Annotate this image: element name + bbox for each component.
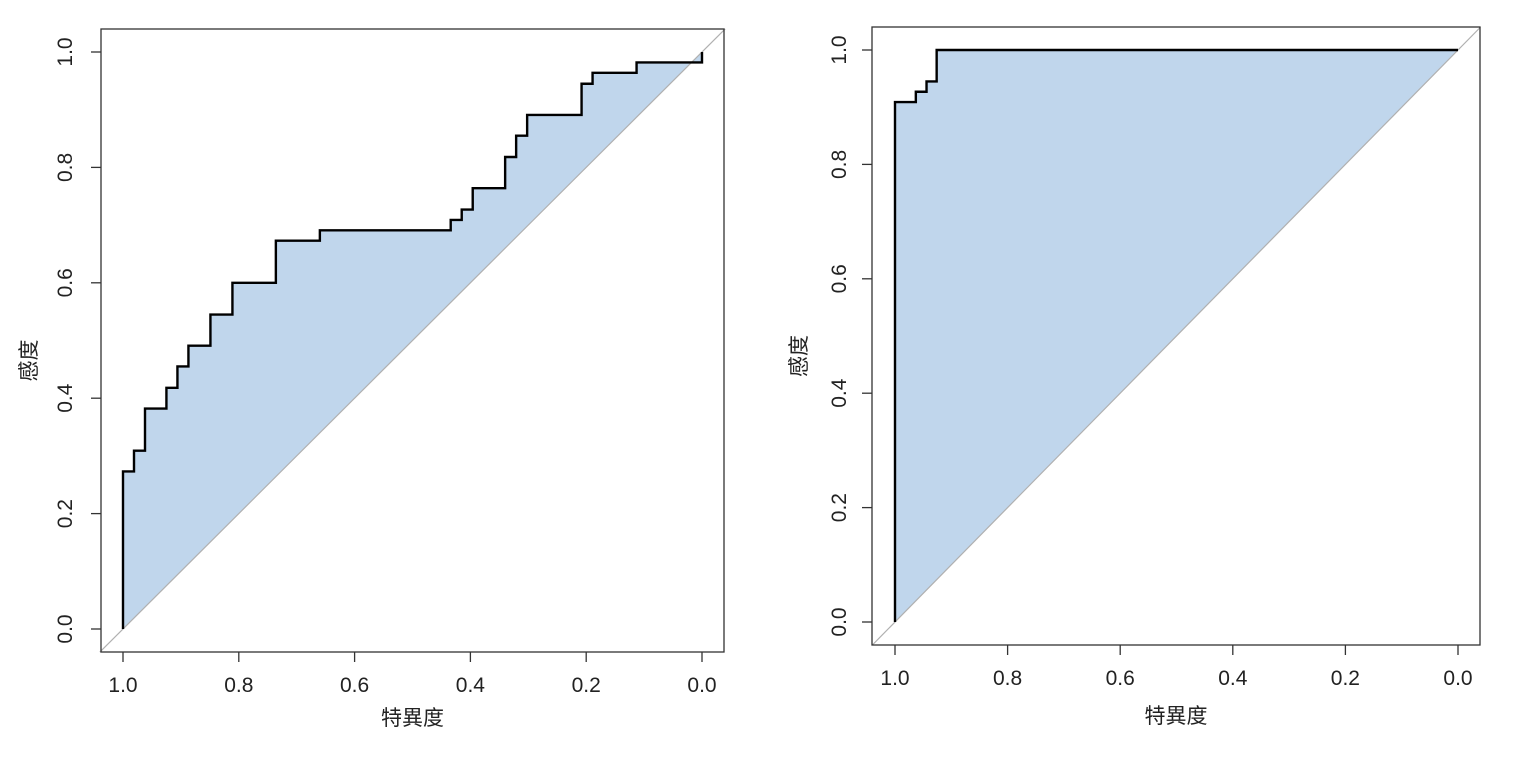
plot-frame <box>100 28 725 653</box>
plot-frame <box>871 26 1481 646</box>
x-tick-label: 0.0 <box>687 674 716 697</box>
x-tick-label: 1.0 <box>108 674 137 697</box>
roc-curve <box>893 48 1458 622</box>
y-tick-label: 0.8 <box>828 150 851 179</box>
diagonal-reference-line <box>872 26 1481 646</box>
y-axis-title: 感度 <box>17 340 41 382</box>
y-tick-label: 0.8 <box>54 153 77 182</box>
y-tick-label: 0.2 <box>54 499 77 528</box>
roc-panel-right: 1.0 0.8 0.6 0.4 0.2 0.0 0.0 0.2 0.4 0.6 0.8 1.0 特異度 感… <box>787 26 1481 728</box>
x-tick-label: 0.2 <box>572 674 601 697</box>
x-tick-label: 0.6 <box>340 674 369 697</box>
x-tick-label: 0.4 <box>1218 667 1248 690</box>
x-tick-label: 0.4 <box>456 674 486 697</box>
x-axis-title: 特異度 <box>1145 704 1208 728</box>
x-tick-label: 0.8 <box>224 674 253 697</box>
roc-panel-left: 1.0 0.8 0.6 0.4 0.2 0.0 0.0 0.2 0.4 0.6 0.8 1.0 特異度 感… <box>17 28 726 730</box>
y-axis-title: 感度 <box>787 335 811 377</box>
y-tick-label: 0.4 <box>54 383 77 413</box>
y-tick-label: 0.0 <box>828 607 851 636</box>
y-tick-label: 0.6 <box>828 264 851 293</box>
x-tick-label: 0.0 <box>1443 667 1472 690</box>
x-tick-label: 0.6 <box>1106 667 1135 690</box>
x-axis-title: 特異度 <box>381 706 444 730</box>
x-tick-label: 0.8 <box>993 667 1022 690</box>
diagonal-reference-line <box>99 28 726 653</box>
x-tick-label: 0.2 <box>1331 667 1360 690</box>
y-tick-label: 0.2 <box>828 493 851 522</box>
x-tick-label: 1.0 <box>880 667 909 690</box>
y-tick-label: 0.0 <box>54 614 77 643</box>
y-tick-label: 1.0 <box>54 37 77 66</box>
y-tick-label: 0.6 <box>54 268 77 297</box>
y-tick-label: 1.0 <box>828 35 851 64</box>
roc-curve <box>121 52 704 629</box>
y-tick-label: 0.4 <box>828 378 851 408</box>
